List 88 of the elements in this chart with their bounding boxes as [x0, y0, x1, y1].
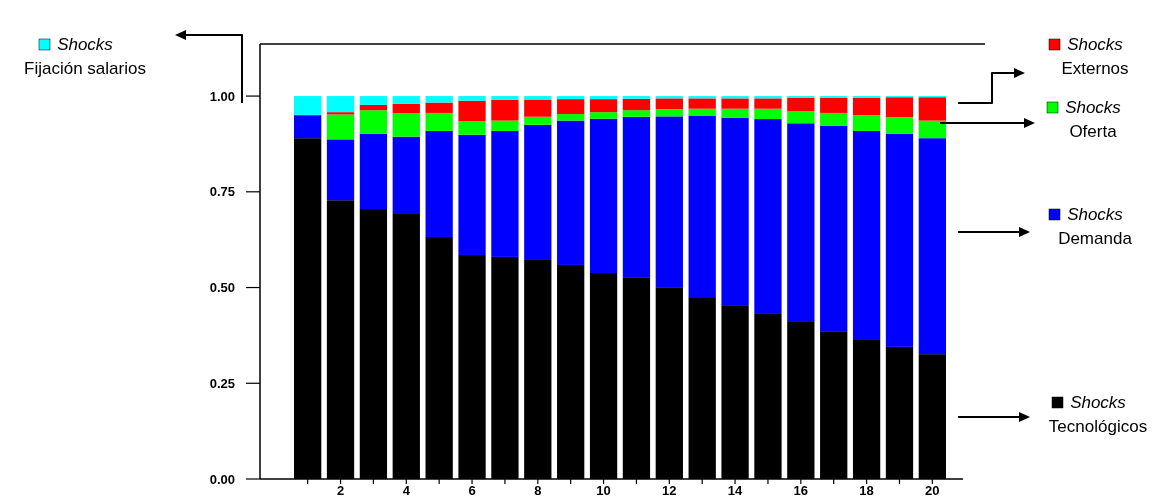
y-tick-label: 0.75: [209, 184, 235, 200]
bar: [622, 96, 651, 99]
bar: [622, 116, 651, 278]
bar: [918, 120, 946, 139]
bar: [721, 117, 749, 306]
bar: [787, 111, 815, 124]
bar: [524, 116, 552, 125]
bar: [557, 96, 585, 100]
bar: [524, 124, 552, 260]
bar: [294, 115, 322, 139]
bar: [491, 99, 519, 121]
x-tick-label: 16: [793, 483, 809, 498]
bar: [852, 115, 881, 131]
bar: [458, 134, 486, 255]
bar: [589, 118, 618, 273]
x-tick-label: 14: [727, 483, 744, 498]
legend-label: Shocks Externos: [1061, 35, 1129, 78]
y-tick-label: 0.00: [209, 471, 235, 487]
bar: [557, 120, 585, 265]
bar: [326, 139, 355, 201]
bar: [392, 96, 420, 104]
legend-label: Shocks Tecnológicos: [1048, 393, 1148, 436]
bar: [820, 97, 848, 113]
bar: [491, 96, 519, 100]
bar: [721, 98, 749, 109]
bar: [622, 98, 651, 111]
bar: [392, 136, 420, 215]
legend-label: Shocks Oferta: [1065, 98, 1122, 141]
bar: [787, 97, 815, 112]
bar: [589, 96, 618, 100]
bar: [294, 96, 322, 115]
bar: [918, 138, 946, 355]
bar: [885, 133, 914, 347]
y-tick-label: 0.50: [209, 280, 235, 296]
bar: [425, 96, 453, 103]
bar: [524, 96, 552, 100]
bar: [392, 113, 420, 137]
bar: [359, 110, 388, 134]
x-tick-label: 2: [336, 483, 345, 498]
bar: [622, 110, 651, 117]
bar: [491, 130, 519, 257]
bar: [820, 112, 848, 126]
x-tick-label: 20: [925, 483, 940, 498]
y-tick-label: 1.00: [209, 88, 235, 104]
bar: [852, 97, 881, 116]
bar: [458, 100, 486, 122]
bar: [491, 120, 519, 131]
bar: [787, 123, 815, 322]
bar: [557, 99, 585, 115]
x-tick-label: 8: [534, 483, 542, 498]
bar: [458, 121, 486, 135]
x-tick-label: 10: [596, 483, 611, 498]
bar: [721, 108, 749, 118]
legend-label: Shocks Demanda: [1058, 205, 1133, 248]
bar: [655, 98, 683, 110]
legend-label: Shocks Fijación salarios: [24, 35, 146, 78]
bar: [852, 130, 881, 340]
bar: [918, 97, 946, 121]
bar: [754, 119, 782, 314]
bar: [359, 104, 388, 111]
bar: [688, 98, 716, 109]
x-tick-label: 6: [468, 483, 476, 498]
bar: [326, 114, 355, 140]
bar: [885, 97, 914, 118]
bar: [820, 125, 848, 332]
bar: [557, 114, 585, 121]
bar: [425, 102, 453, 113]
bar: [688, 108, 716, 116]
bar: [589, 99, 618, 113]
bar: [359, 133, 388, 210]
bar: [655, 116, 683, 288]
bar: [425, 112, 453, 131]
bar: [524, 99, 552, 117]
x-tick-label: 18: [859, 483, 874, 498]
y-tick-label: 0.25: [209, 375, 235, 391]
bar: [458, 96, 486, 101]
bar: [359, 96, 388, 105]
bar: [754, 98, 782, 109]
bar: [392, 103, 420, 114]
bar: [589, 112, 618, 119]
bar: [425, 130, 453, 237]
bar: [885, 117, 914, 134]
bar: [326, 96, 355, 113]
bar: [688, 115, 716, 298]
x-tick-label: 12: [662, 483, 677, 498]
bar: [655, 109, 683, 117]
x-tick-label: 4: [402, 483, 411, 498]
bar: [754, 108, 782, 120]
